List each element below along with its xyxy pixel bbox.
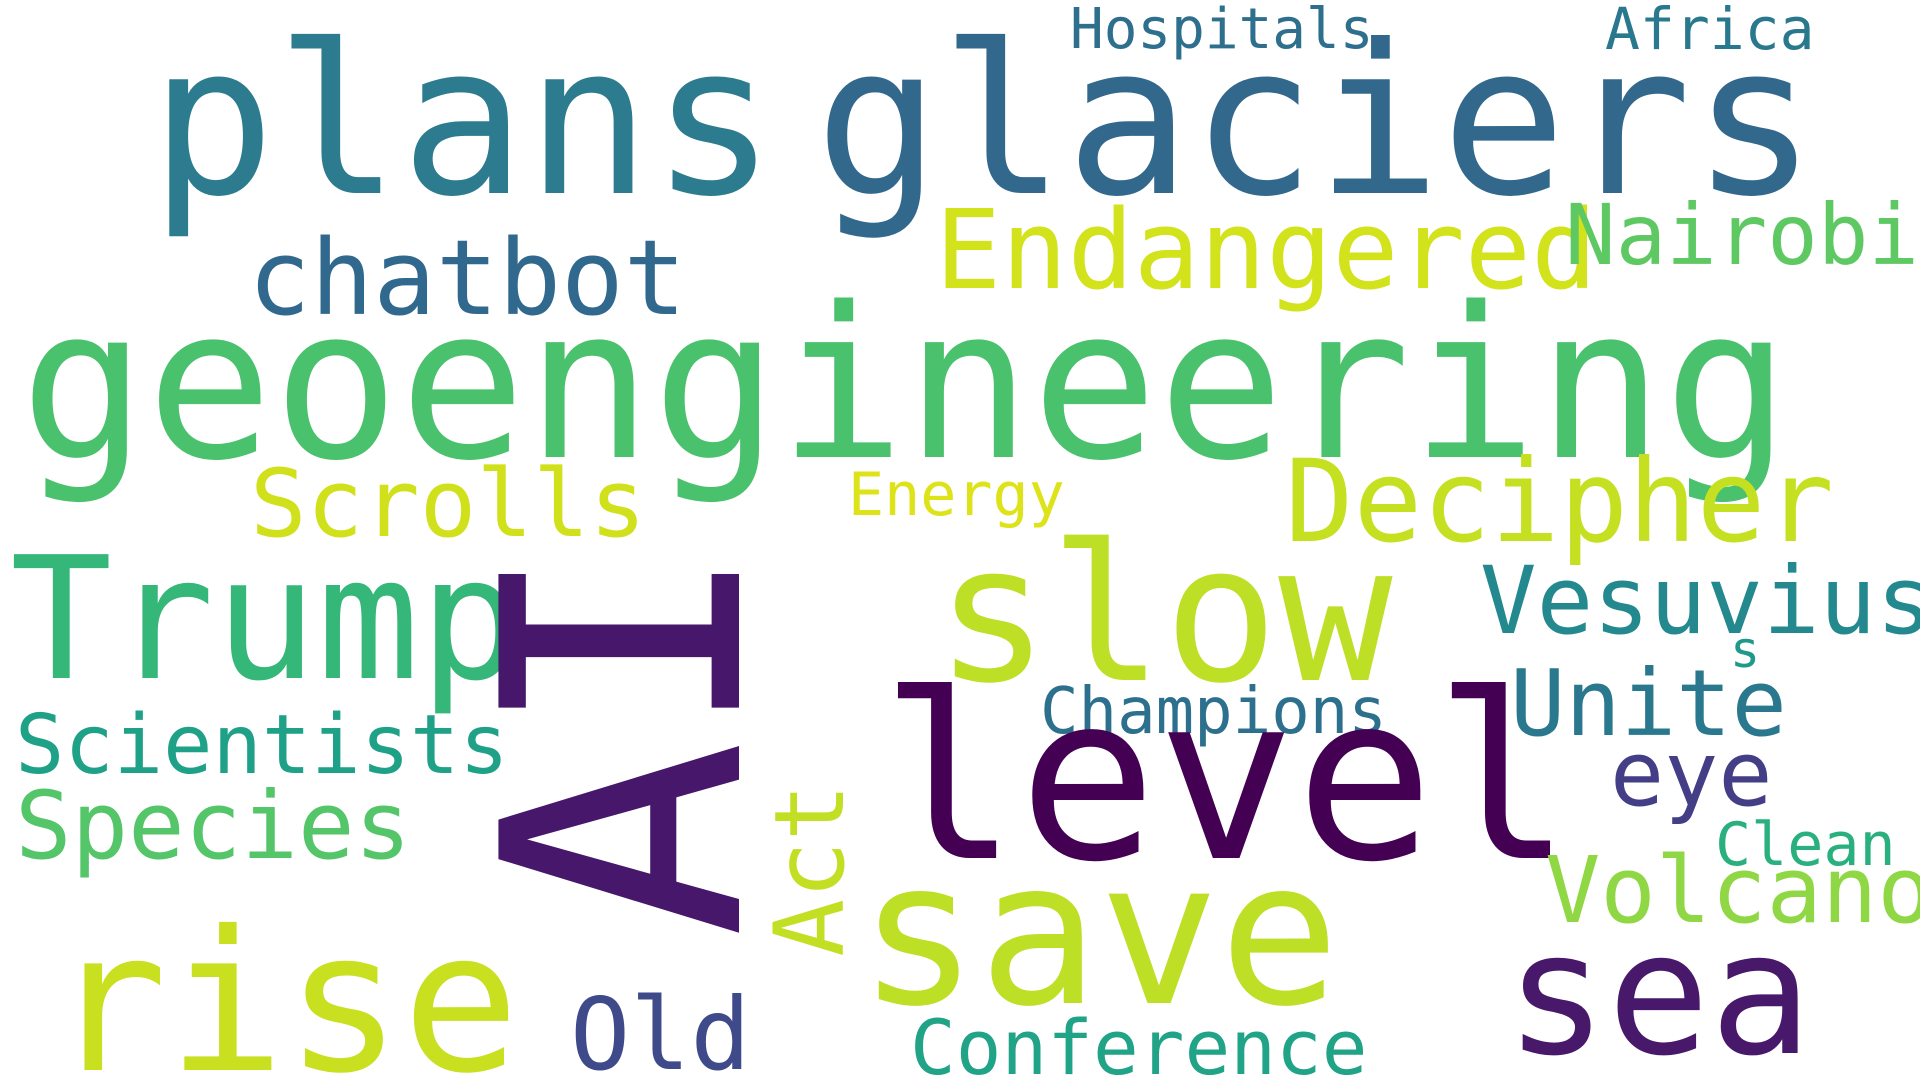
word-rise: rise [50,889,520,1080]
word-eye: eye [1610,722,1773,827]
word-level: level [880,646,1573,913]
word-save: save [858,818,1340,1051]
word-slow: slow [935,504,1393,725]
word-chatbot: chatbot [248,217,687,339]
word-unite: Unite [1510,650,1787,757]
word-scrolls: Scrolls [250,450,647,559]
word-hospitals: Hospitals [1070,0,1374,62]
word-vesuvius: Vesuvius [1480,547,1920,656]
word-scientists: Scientists [15,698,509,793]
word-conference: Conference [910,1003,1368,1080]
word-trump: Trump [10,521,522,719]
word-clean: Clean [1715,810,1896,880]
word-ai: AI [433,541,817,939]
word-nairobi: Nairobi [1565,186,1920,284]
word-plans: plans [150,1,777,243]
word-glaciers: glaciers [815,1,1817,243]
word-volcano: Volcano [1545,837,1920,944]
word-endangered: Endangered [935,186,1598,314]
word-sea: sea [1505,896,1813,1080]
word-champions: Champions [1040,675,1387,749]
word-decipher: Decipher [1285,435,1835,568]
word-s: s [1730,621,1761,679]
word-energy: Energy [848,460,1065,530]
word-act: Act [754,783,866,957]
word-africa: Africa [1605,0,1815,63]
word-old: Old [570,976,751,1080]
word-geoengineering: geoengineering [20,262,1791,507]
word-species: Species [15,772,412,881]
